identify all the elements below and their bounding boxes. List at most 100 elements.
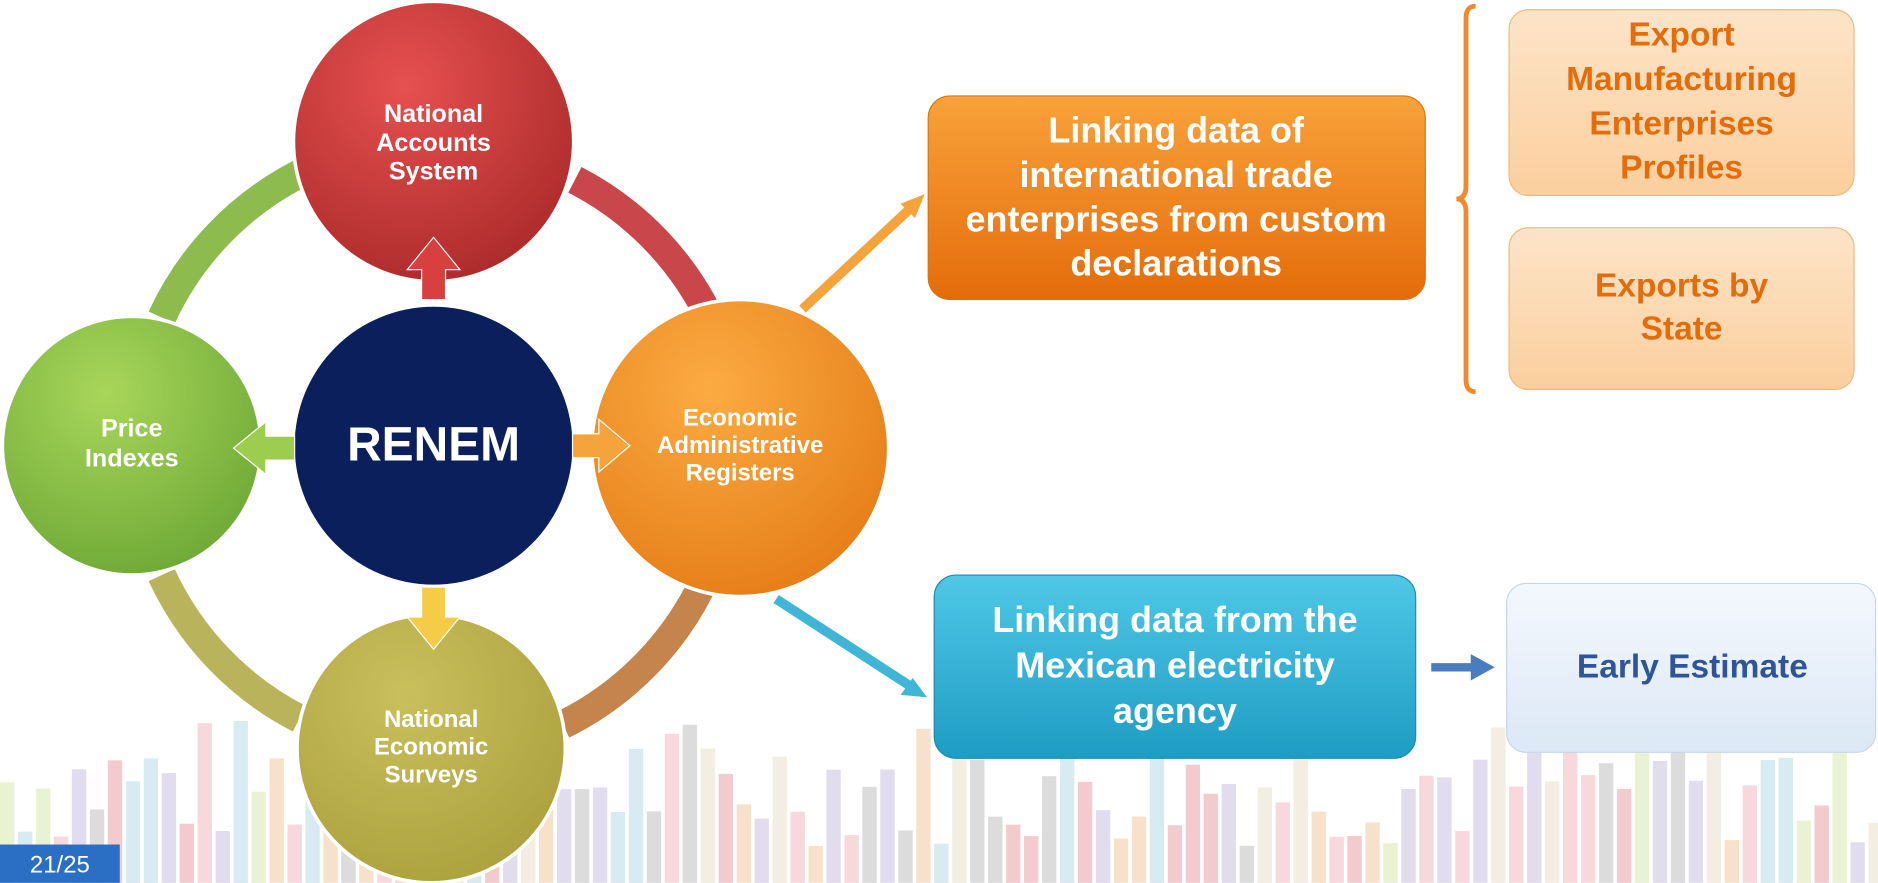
decor-bar <box>1671 748 1685 883</box>
decor-bar <box>1294 752 1308 882</box>
decor-bar <box>234 721 248 883</box>
decor-bar <box>683 725 697 883</box>
label-line: Mexican electricity <box>1015 645 1334 686</box>
label-line: National <box>384 100 483 128</box>
label-line: State <box>1641 311 1723 348</box>
label-line: Export <box>1628 17 1734 54</box>
label-line: enterprises from custom <box>966 199 1387 240</box>
decor-bar <box>719 774 733 883</box>
decor-bar <box>1365 822 1379 882</box>
decor-bar <box>611 812 625 883</box>
label-line: Enterprises <box>1589 105 1773 142</box>
decor-bar <box>952 754 966 883</box>
decor-bar <box>1455 831 1469 883</box>
ring-arc <box>162 174 300 318</box>
decor-bar <box>629 749 643 883</box>
decor-bar <box>252 792 266 883</box>
decor-bar <box>1473 760 1487 883</box>
decor-bar <box>1042 776 1056 883</box>
label-line: Manufacturing <box>1566 61 1797 98</box>
ring-arc <box>575 180 713 324</box>
decor-bar <box>1527 730 1541 883</box>
decor-bar <box>198 723 212 883</box>
decor-bar <box>557 789 571 883</box>
decor-bar <box>1725 840 1739 883</box>
decor-bar <box>1096 810 1110 883</box>
label-line: Exports by <box>1595 267 1769 304</box>
label-line: Profiles <box>1620 149 1743 186</box>
arrow <box>776 599 913 688</box>
decor-bar <box>1114 838 1128 882</box>
decor-bar <box>1383 843 1397 883</box>
decor-bar <box>773 757 787 883</box>
decor-bar <box>1653 761 1667 883</box>
label-line: Linking data of <box>1048 110 1304 151</box>
decor-bar <box>1347 836 1361 883</box>
label-line: National <box>384 706 478 733</box>
slide: RENEM 21/25 NationalAccountsSystemPriceI… <box>0 0 1878 883</box>
decor-bar <box>1132 817 1146 883</box>
decor-bar <box>970 760 984 883</box>
arrow <box>802 206 912 309</box>
decor-bar <box>162 773 176 883</box>
page: RENEM 21/25 NationalAccountsSystemPriceI… <box>0 0 1878 883</box>
decor-bar <box>593 788 607 883</box>
label-line: international trade <box>1019 154 1332 195</box>
decor-bar <box>1186 765 1200 883</box>
decor-bar <box>575 789 589 883</box>
label-line: Linking data from the <box>992 599 1357 640</box>
label-line: Economic <box>374 734 488 761</box>
decor-bar <box>1311 812 1325 883</box>
decor-bar <box>1850 842 1864 883</box>
decor-bar <box>216 831 230 883</box>
decor-bar <box>1150 743 1164 883</box>
decor-bar <box>916 729 930 883</box>
decor-bar <box>1581 775 1595 883</box>
decor-bar <box>1419 776 1433 883</box>
ring-arc <box>162 575 300 719</box>
decor-bar <box>701 748 715 882</box>
label-line: Surveys <box>385 762 478 789</box>
label-line: Registers <box>686 460 795 487</box>
decor-bar <box>1240 846 1254 883</box>
decor-bar <box>808 846 822 883</box>
decor-bar <box>144 758 158 882</box>
label-line: Early Estimate <box>1577 648 1808 685</box>
label-line: Indexes <box>85 444 179 472</box>
decor-bar <box>737 804 751 883</box>
decor-bar <box>1024 836 1038 883</box>
decor-bar <box>1222 784 1236 883</box>
decor-bar <box>1563 743 1577 883</box>
decor-bar <box>1437 777 1451 883</box>
decor-bar <box>1401 789 1415 883</box>
label-line: Accounts <box>376 129 491 157</box>
decor-bar <box>934 844 948 883</box>
decor-bar <box>287 824 301 882</box>
decor-bar <box>988 817 1002 883</box>
decor-bar <box>1491 728 1505 883</box>
decor-bar <box>1276 802 1290 882</box>
decor-bar <box>1168 825 1182 883</box>
decor-bar <box>862 787 876 883</box>
decor-bar <box>1779 758 1793 883</box>
page-number: 21/25 <box>30 851 90 878</box>
output-box <box>1509 228 1854 390</box>
decor-bar <box>1258 787 1272 882</box>
decor-bar <box>1815 805 1829 882</box>
decor-bar <box>755 819 769 883</box>
decor-bar <box>180 824 194 883</box>
decor-bar <box>1204 794 1218 883</box>
arrow-head <box>1471 654 1495 680</box>
decor-bar <box>1797 821 1811 883</box>
decor-bar <box>1761 760 1775 883</box>
decor-bar <box>665 734 679 883</box>
decor-bar <box>126 781 140 883</box>
decor-bar <box>1868 823 1878 883</box>
decor-bar <box>790 812 804 883</box>
label-line: Economic <box>683 405 797 432</box>
label-line: Price <box>101 414 163 442</box>
decor-bar <box>1545 781 1559 882</box>
decor-bar <box>1078 782 1092 883</box>
